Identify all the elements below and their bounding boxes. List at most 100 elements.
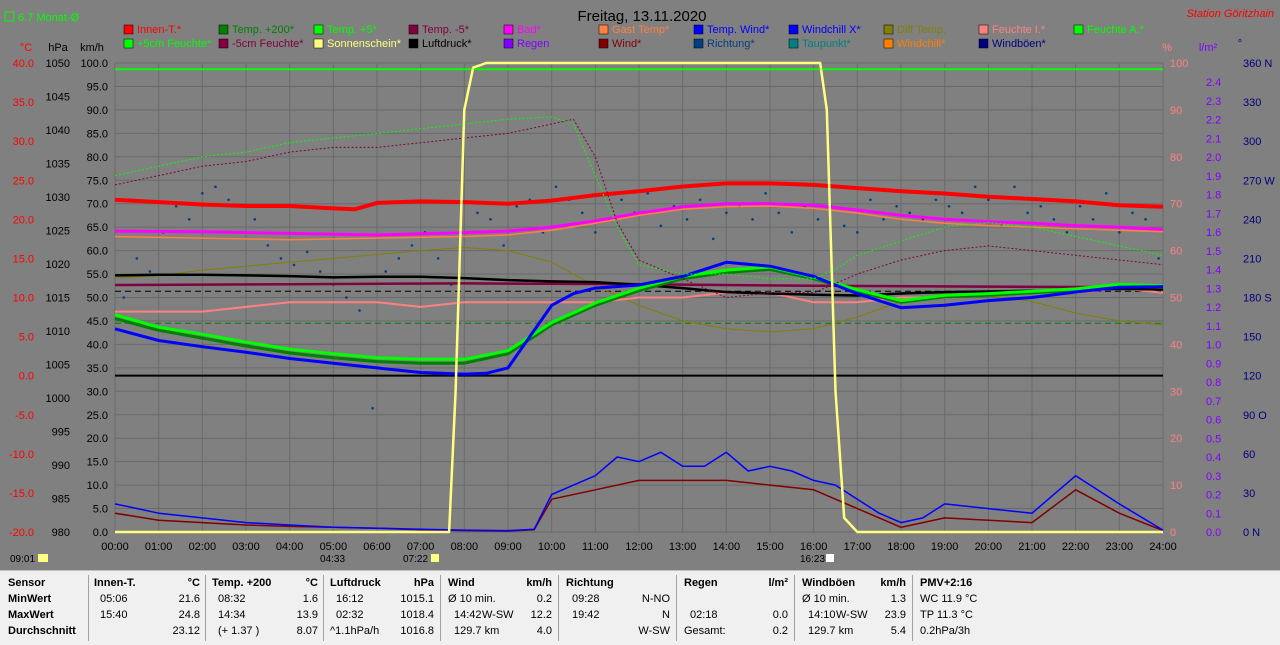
time-tick-label: 23:00	[1106, 541, 1134, 553]
kmh-tick-label: 65.0	[87, 222, 108, 234]
direction-point	[698, 198, 702, 202]
kmh-tick-label: 75.0	[87, 175, 108, 187]
time-tick-label: 00:00	[101, 541, 129, 553]
innen-min-value: 21.6	[178, 593, 200, 605]
temp200-avg-value: 8.07	[296, 625, 318, 637]
rain-tick-label: 1.3	[1206, 283, 1221, 295]
monthly-avg-swatch	[4, 11, 15, 22]
stats-divider	[558, 575, 559, 641]
temp-tick-label: 15.0	[13, 253, 34, 265]
rain-tick-label: 1.4	[1206, 265, 1221, 277]
weather-chart: 00:00 01:00 02:00 03:00 04:00 05:00 06:00 07:00…	[4, 8, 1276, 565]
time-tick-label: 17:00	[844, 541, 872, 553]
series-line	[114, 205, 1164, 241]
rain-tick-label: 0.8	[1206, 377, 1221, 389]
rain-tick-label: 0.9	[1206, 358, 1221, 370]
luftdruck-max-time: 02:32	[336, 609, 364, 621]
kmh-tick-label: 20.0	[87, 433, 108, 445]
direction-point	[842, 224, 846, 228]
legend-swatch	[218, 38, 229, 49]
time-marker-start: 09:01	[10, 554, 35, 565]
direction-point	[1052, 218, 1056, 221]
legend-label: Feuchte A.*	[1087, 24, 1145, 36]
dir-tick-label: 60	[1243, 449, 1255, 461]
legend-label: Feuchte I.*	[992, 24, 1046, 36]
rain-tick-label: 0.7	[1206, 396, 1221, 408]
pct-tick-label: 50	[1170, 293, 1182, 305]
boeen-max-dir: W-SW	[836, 609, 868, 621]
hpa-tick-label: 980	[52, 527, 70, 539]
direction-point	[489, 218, 492, 221]
kmh-tick-label: 55.0	[87, 269, 108, 281]
hpa-tick-label: 1020	[46, 259, 70, 271]
rain-tick-label: 1.6	[1206, 227, 1221, 239]
temp-tick-label: -10.0	[9, 449, 34, 461]
kmh-tick-label: 70.0	[87, 199, 108, 211]
direction-point	[659, 224, 663, 228]
wind-max-value: 12.2	[530, 609, 552, 621]
luftdruck-unit: hPa	[413, 577, 434, 589]
legend-swatch	[313, 38, 324, 49]
temp-tick-label: 25.0	[13, 175, 34, 187]
boeen-avg10-label: Ø 10 min.	[802, 593, 850, 605]
kmh-tick-label: 45.0	[87, 316, 108, 328]
pct-tick-label: 30	[1170, 386, 1182, 398]
direction-point	[318, 270, 322, 273]
temp-tick-label: -5.0	[15, 410, 34, 422]
wind-avg-value: 4.0	[536, 625, 552, 637]
pct-tick-label: 80	[1170, 152, 1182, 164]
stats-avg-label: Durchschnitt	[8, 625, 76, 637]
unit-percent: %	[1162, 42, 1172, 54]
legend-label: Temp. +200*	[232, 24, 295, 36]
luftdruck-trend: ^1.1hPa/h	[330, 625, 380, 637]
legend-swatch	[883, 24, 894, 35]
time-tick-label: 06:00	[363, 541, 391, 553]
pct-tick-label: 100	[1170, 58, 1188, 70]
time-tick-label: 03:00	[232, 541, 260, 553]
direction-point	[345, 296, 348, 299]
regen-total-label: Gesamt:	[684, 625, 726, 637]
temp200-diff: (+ 1.37 )	[218, 625, 260, 637]
pmv-windchill: WC 11.9 °C	[920, 593, 978, 605]
legend-swatch	[408, 38, 419, 49]
pct-tick-label: 40	[1170, 339, 1182, 351]
dir-tick-label: 90 O	[1243, 410, 1267, 422]
direction-point	[1144, 218, 1147, 221]
series-line	[114, 260, 1164, 376]
hpa-tick-label: 1025	[46, 226, 70, 238]
direction-point	[122, 296, 126, 299]
stats-luftdruck: Luftdruck hPa 16:12 1015.1 02:32 1018.4 ^1.…	[330, 577, 434, 641]
temp200-max-time: 14:34	[218, 609, 246, 621]
pct-tick-label: 10	[1170, 480, 1182, 492]
time-tick-label: 05:00	[320, 541, 348, 553]
direction-point	[960, 211, 964, 215]
direction-point	[882, 218, 885, 221]
direction-point	[973, 185, 977, 189]
dir-tick-label: 120	[1243, 371, 1261, 383]
direction-point	[1026, 211, 1029, 215]
regen-max-value: 0.0	[772, 609, 788, 621]
direction-point	[305, 250, 309, 254]
luftdruck-name: Luftdruck	[330, 577, 381, 589]
richtung-min-time: 09:28	[572, 593, 600, 605]
richtung-max-dir: N	[662, 609, 670, 621]
stats-divider	[912, 575, 913, 641]
kmh-tick-label: 5.0	[93, 504, 108, 516]
hpa-tick-label: 1050	[46, 58, 70, 70]
boeen-max-time: 14:10	[808, 609, 836, 621]
rain-tick-label: 1.5	[1206, 246, 1221, 258]
stats-divider	[323, 575, 324, 641]
time-tick-label: 13:00	[669, 541, 697, 553]
time-tick-label: 18:00	[887, 541, 915, 553]
legend-swatch	[408, 24, 419, 35]
series-line	[114, 265, 1164, 361]
stats-boeen: Windböen km/h Ø 10 min. 1.3 14:10 W-SW 23.9 …	[802, 577, 906, 641]
direction-point	[384, 270, 388, 273]
rain-tick-label: 0.4	[1206, 452, 1221, 464]
direction-point	[279, 257, 283, 260]
temp-tick-label: -20.0	[9, 527, 34, 539]
hpa-tick-label: 1040	[46, 125, 70, 137]
richtung-min-dir: N-NO	[641, 593, 670, 605]
boeen-avg10-value: 1.3	[890, 593, 906, 605]
temp-tick-label: 5.0	[19, 332, 34, 344]
